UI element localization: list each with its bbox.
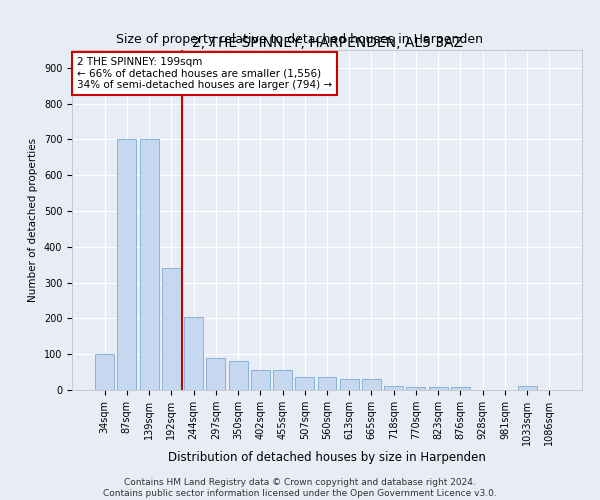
Y-axis label: Number of detached properties: Number of detached properties [28,138,38,302]
Bar [406,387,425,390]
Bar [140,140,158,390]
Bar [317,378,337,390]
Bar [118,140,136,390]
Bar [184,316,203,390]
Bar [273,370,292,390]
Bar [429,387,448,390]
Bar [384,386,403,390]
Bar [340,380,359,390]
Title: 2, THE SPINNEY, HARPENDEN, AL5 3AZ: 2, THE SPINNEY, HARPENDEN, AL5 3AZ [191,36,463,50]
Bar [229,362,248,390]
Bar [206,358,225,390]
Bar [251,370,270,390]
Bar [295,378,314,390]
Text: Size of property relative to detached houses in Harpenden: Size of property relative to detached ho… [116,32,484,46]
Bar [95,354,114,390]
Bar [518,386,536,390]
Text: Contains HM Land Registry data © Crown copyright and database right 2024.
Contai: Contains HM Land Registry data © Crown c… [103,478,497,498]
X-axis label: Distribution of detached houses by size in Harpenden: Distribution of detached houses by size … [168,450,486,464]
Text: 2 THE SPINNEY: 199sqm
← 66% of detached houses are smaller (1,556)
34% of semi-d: 2 THE SPINNEY: 199sqm ← 66% of detached … [77,57,332,90]
Bar [362,380,381,390]
Bar [162,268,181,390]
Bar [451,387,470,390]
